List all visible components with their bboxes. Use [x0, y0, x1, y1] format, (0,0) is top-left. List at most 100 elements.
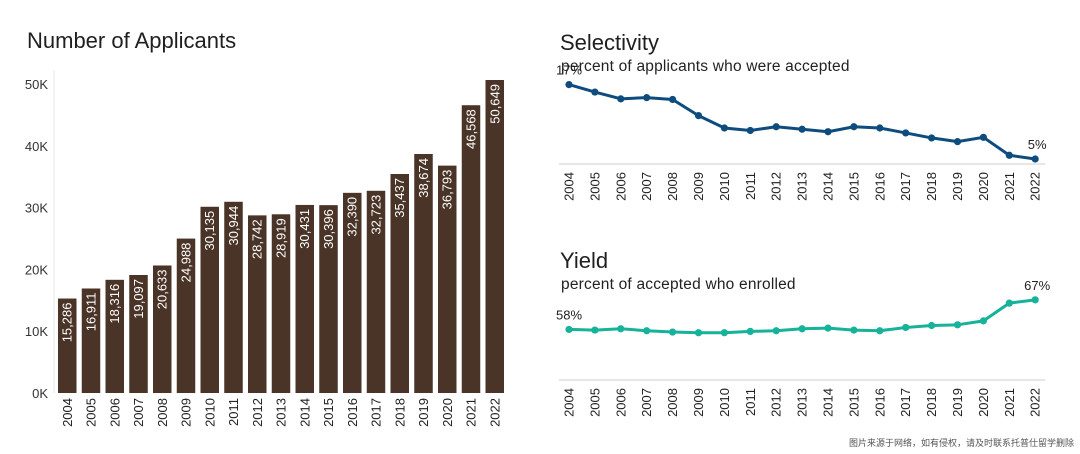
yield-point: [565, 325, 573, 334]
bar-value-label: 15,286: [60, 303, 75, 343]
x-tick-label: 2009: [179, 398, 194, 427]
selectivity-chart-title: Selectivity: [560, 30, 660, 55]
bar: [295, 204, 314, 393]
yield-point: [772, 327, 780, 335]
bar-value-label: 20,633: [155, 269, 170, 309]
bar: [81, 288, 101, 393]
yield-point: [979, 317, 988, 325]
yield-x-tick-label: 2021: [1002, 388, 1017, 417]
yield-data-label: 67%: [1024, 278, 1050, 293]
image-source-footnote: 图片来源于网络，如有侵权，请及时联系托普仕留学删除: [848, 438, 1074, 448]
selectivity-data-label: 17%: [556, 63, 582, 78]
x-tick-label: 2008: [155, 398, 170, 427]
selectivity-x-tick-label: 2015: [846, 172, 861, 201]
x-tick-label: 2012: [250, 398, 265, 427]
selectivity-x-tick-label: 2007: [639, 172, 654, 201]
bar-value-label: 18,316: [107, 284, 122, 324]
yield-x-tick-label: 2015: [846, 388, 861, 417]
yield-data-label: 58%: [556, 307, 582, 322]
selectivity-x-tick-label: 2019: [950, 172, 965, 201]
x-tick-label: 2019: [416, 398, 431, 427]
selectivity-point: [876, 124, 884, 132]
selectivity-point: [591, 88, 599, 96]
x-tick-label: 2006: [107, 398, 122, 427]
selectivity-point: [1005, 151, 1013, 159]
yield-point: [824, 324, 832, 332]
bar: [153, 265, 172, 393]
bar-value-label: 46,568: [464, 109, 479, 149]
yield-x-tick-label: 2018: [924, 388, 939, 417]
selectivity-x-tick-label: 2016: [872, 172, 887, 201]
yield-point: [902, 323, 910, 332]
bar: [58, 298, 77, 393]
x-tick-label: 2022: [487, 398, 502, 427]
bar: [105, 279, 124, 393]
selectivity-point: [565, 81, 573, 89]
selectivity-point: [824, 128, 832, 136]
yield-x-tick-label: 2012: [769, 388, 784, 417]
x-tick-label: 2007: [131, 398, 146, 427]
bar: [438, 165, 457, 393]
selectivity-point: [772, 123, 780, 131]
yield-point: [850, 326, 858, 334]
selectivity-chart-subtitle: percent of applicants who were accepted: [561, 58, 850, 75]
x-tick-label: 2021: [464, 398, 479, 427]
selectivity-x-tick-label: 2010: [717, 172, 732, 201]
bar: [200, 206, 219, 393]
bar-value-label: 19,097: [131, 279, 146, 319]
selectivity-x-tick-label: 2018: [924, 172, 939, 201]
bar: [319, 205, 338, 393]
y-tick-label: 10K: [25, 324, 48, 339]
selectivity-point: [928, 134, 936, 142]
bar-value-label: 38,674: [416, 158, 431, 198]
yield-x-tick-label: 2005: [587, 388, 602, 417]
yield-x-tick-label: 2004: [562, 388, 577, 417]
yield-chart-subtitle: percent of accepted who enrolled: [561, 276, 796, 293]
bar-value-label: 35,437: [392, 178, 407, 218]
bar: [461, 105, 481, 393]
selectivity-x-tick-label: 2013: [795, 172, 810, 201]
y-tick-label: 30K: [25, 201, 48, 216]
applicants-chart-title: Number of Applicants: [27, 28, 237, 53]
bar-value-label: 16,911: [84, 292, 99, 331]
bar: [248, 215, 267, 393]
y-tick-label: 50K: [25, 77, 48, 92]
x-tick-label: 2005: [84, 398, 99, 427]
yield-point: [876, 327, 884, 335]
selectivity-x-tick-label: 2005: [587, 172, 602, 201]
selectivity-point: [643, 94, 651, 102]
yield-point: [694, 329, 703, 337]
bar: [176, 238, 196, 393]
yield-point: [1031, 296, 1039, 304]
yield-point: [720, 329, 729, 337]
yield-x-tick-label: 2017: [898, 388, 913, 417]
bar: [485, 80, 504, 393]
yield-x-tick-label: 2014: [821, 388, 836, 417]
x-tick-label: 2004: [60, 398, 75, 427]
bar-value-label: 32,390: [345, 197, 360, 237]
bar: [343, 192, 362, 393]
selectivity-point: [953, 138, 962, 146]
yield-x-tick-label: 2013: [795, 388, 810, 417]
selectivity-point: [746, 126, 754, 135]
selectivity-x-tick-label: 2008: [665, 172, 680, 201]
x-tick-label: 2017: [369, 398, 384, 427]
yield-chart-title: Yield: [560, 248, 609, 273]
bar-value-label: 24,988: [179, 243, 194, 283]
selectivity-data-label: 5%: [1028, 137, 1047, 152]
yield-x-tick-label: 2011: [743, 388, 758, 416]
bar: [224, 201, 243, 393]
bar-value-label: 32,723: [369, 195, 384, 235]
yield-point: [928, 321, 936, 330]
selectivity-point: [669, 95, 677, 104]
x-tick-label: 2020: [440, 398, 455, 427]
yield-point: [617, 325, 625, 333]
selectivity-point: [1031, 155, 1039, 163]
selectivity-point: [902, 129, 910, 137]
selectivity-x-tick-label: 2006: [613, 172, 628, 201]
yield-point: [591, 326, 599, 334]
yield-x-tick-label: 2006: [613, 388, 628, 417]
